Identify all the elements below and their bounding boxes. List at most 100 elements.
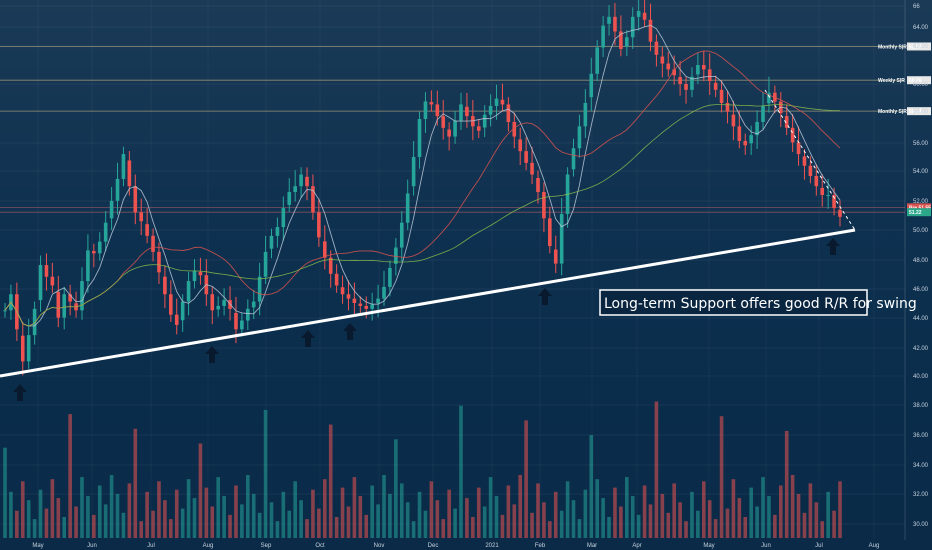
volume-bar [411, 521, 416, 538]
volume-bar [802, 512, 807, 538]
volume-bar [394, 439, 398, 538]
volume-bar [459, 405, 463, 538]
candle-body [583, 102, 588, 127]
volume-bar [115, 493, 120, 538]
volume-bar [778, 485, 783, 538]
volume-bar [607, 517, 611, 538]
candle-body [346, 294, 351, 299]
volume-bar [743, 517, 748, 538]
volume-bar [719, 416, 724, 538]
candle-body [334, 273, 339, 286]
y-tick-label: 64.00 [913, 25, 929, 31]
annotation-box: Long-term Support offers good R/R for sw… [599, 289, 917, 316]
x-tick-label: May [32, 543, 43, 549]
candle-body [3, 310, 7, 312]
candle-body [571, 148, 576, 170]
volume-bar [311, 489, 315, 538]
volume-bar [151, 510, 155, 538]
candle-body [494, 98, 499, 106]
arrow-up-icon [826, 238, 840, 255]
y-tick-label: 36.00 [913, 433, 929, 439]
volume-bar [240, 504, 244, 538]
candle-body [328, 257, 333, 274]
candle-body [648, 19, 653, 42]
volume-bar [506, 485, 511, 538]
candle-body [465, 106, 469, 117]
candle-body [139, 212, 144, 222]
volume-bar [613, 487, 617, 538]
resistance-trendline [764, 89, 856, 231]
x-tick-label: Aug [203, 543, 214, 549]
candle-body [838, 209, 842, 217]
volume-bar [690, 491, 694, 538]
candle-body [619, 31, 623, 49]
candle-body [234, 312, 238, 330]
volume-bar [180, 508, 185, 538]
volume-bar [15, 510, 19, 538]
volume-bar [577, 519, 582, 538]
volume-bar [524, 420, 528, 538]
volume-bar [9, 491, 13, 538]
volume-bar [210, 506, 215, 538]
candle-body [109, 200, 114, 219]
candle-body [423, 101, 428, 120]
volume-bar [169, 519, 173, 538]
volume-bar [672, 483, 676, 538]
candle-body [613, 16, 617, 32]
volume-bar [790, 475, 795, 538]
volume-bar [619, 506, 623, 538]
x-tick-label: Jul [147, 543, 155, 549]
candle-body [814, 175, 819, 187]
candles [3, 0, 842, 376]
candle-body [512, 121, 517, 137]
candle-body [50, 276, 55, 286]
volume-bar [808, 483, 813, 538]
volume-bar [405, 502, 410, 538]
candle-body [790, 127, 795, 143]
volume-bar [820, 521, 825, 538]
volume-bar [299, 500, 303, 538]
moving-average [4, 104, 840, 327]
volume-bar [749, 487, 753, 538]
volume-bar [636, 514, 641, 538]
volume-bar [322, 479, 327, 538]
volume-bar [518, 475, 523, 538]
candle-body [20, 335, 25, 362]
candle-body [536, 178, 540, 193]
volume-bar [773, 514, 777, 538]
candle-body [405, 193, 410, 223]
candle-body [482, 114, 487, 128]
candle-body [725, 102, 730, 112]
candle-body [826, 194, 830, 196]
volume-bar [471, 517, 475, 538]
candle-body [678, 76, 682, 84]
candle-body [174, 314, 179, 325]
candle-body [133, 186, 138, 213]
volume-bar [103, 504, 108, 538]
candle-body [62, 294, 67, 318]
candle-body [411, 157, 416, 187]
volume-bar [97, 485, 102, 538]
level-price-value: 58.14 [909, 109, 922, 115]
candle-body [796, 142, 801, 155]
level-price-value: 51.22 [909, 210, 922, 216]
volume-bar [50, 479, 55, 538]
candle-body [38, 265, 43, 301]
candle-body [453, 120, 457, 137]
candle-body [240, 320, 244, 330]
volume-bar [423, 510, 428, 538]
candle-body [447, 129, 451, 137]
candle-body [530, 162, 534, 175]
volume-bar [388, 493, 392, 538]
candle-body [56, 291, 61, 318]
candle-body [559, 213, 564, 264]
x-tick-label: Oct [315, 543, 325, 549]
candle-body [476, 126, 481, 131]
volume-bar [80, 477, 84, 538]
volume-bar [625, 477, 629, 538]
candle-body [222, 300, 226, 306]
volume-bar [204, 487, 209, 538]
x-tick-label: Nov [374, 543, 385, 549]
y-tick-label: 52.00 [913, 199, 929, 205]
candle-body [281, 208, 286, 228]
